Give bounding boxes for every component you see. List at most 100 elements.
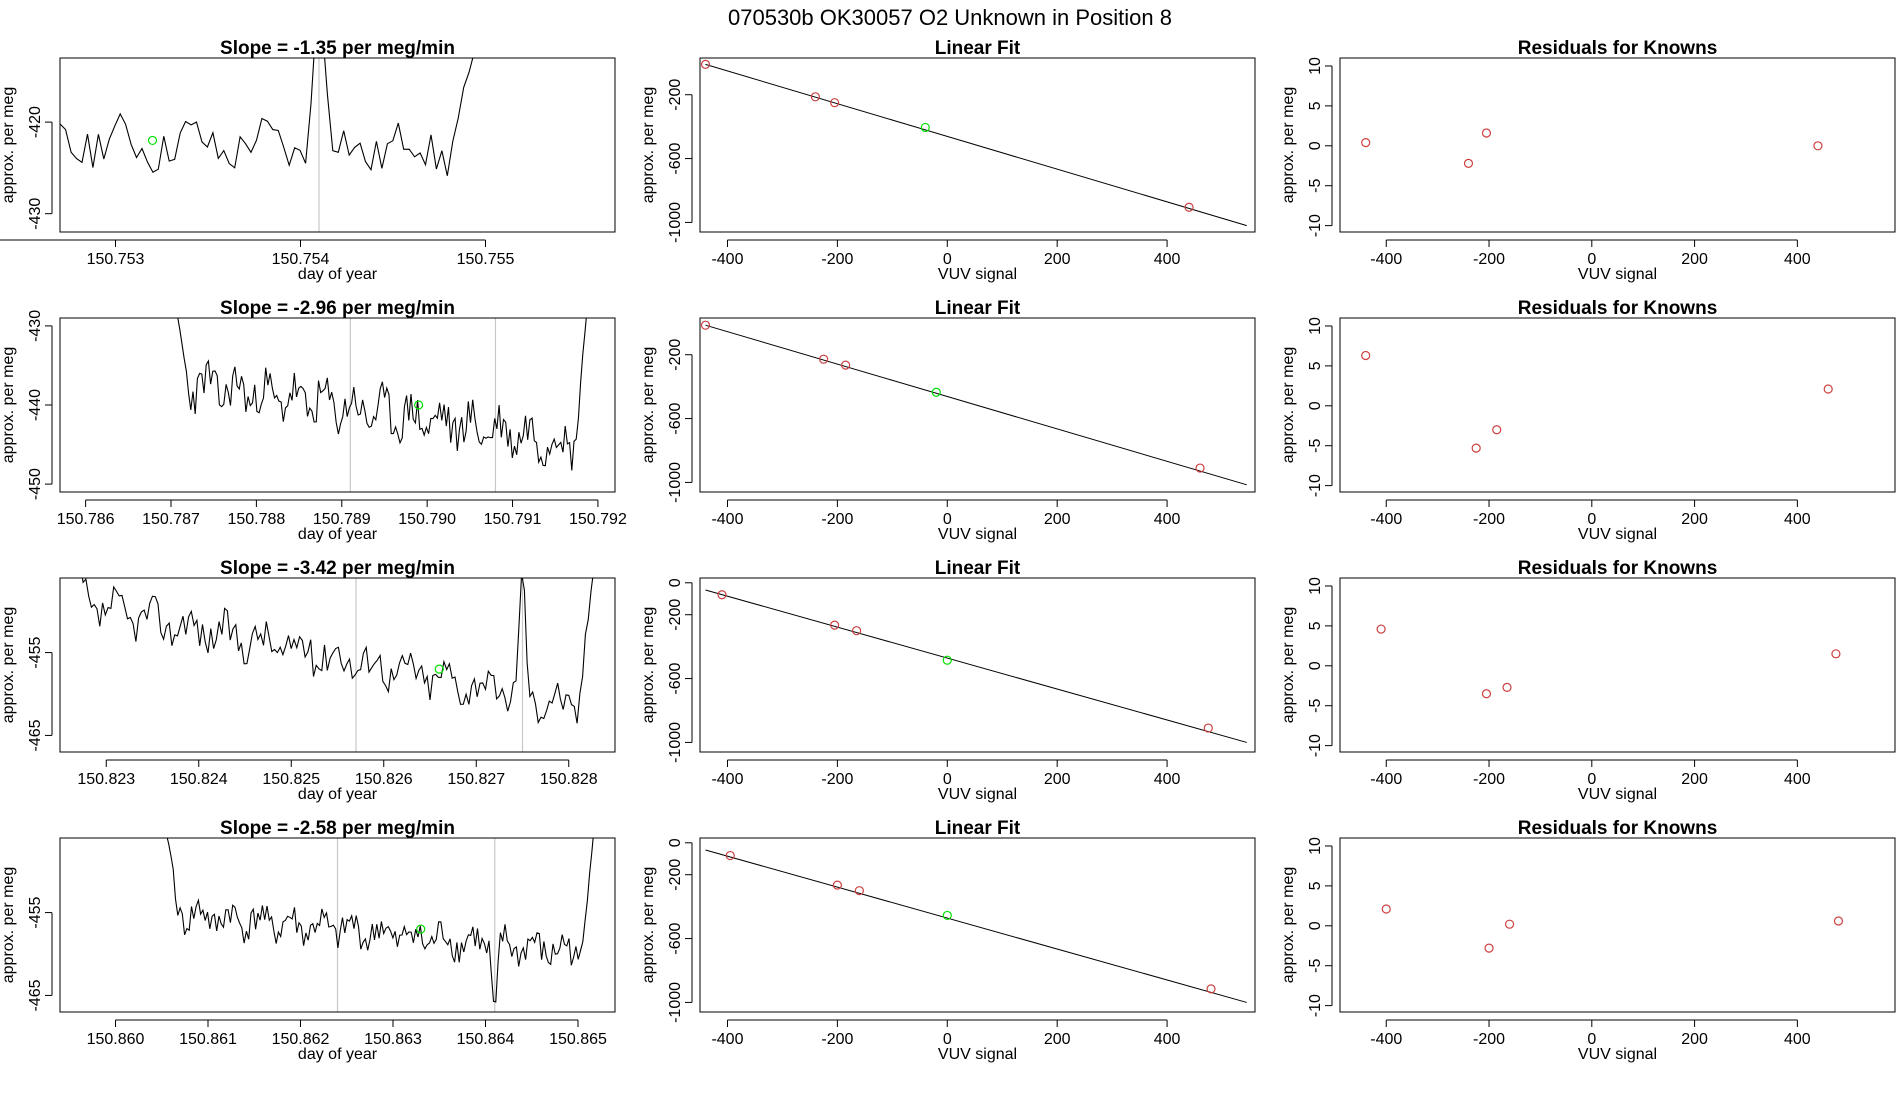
y-axis-label: approx. per meg [0, 867, 17, 984]
plot-frame [59, 837, 616, 1013]
y-tick-label: -465 [27, 979, 44, 1011]
x-tick-label: 150.865 [549, 1031, 607, 1048]
y-tick-label: -600 [667, 922, 684, 954]
fit-line [705, 324, 1247, 486]
known-point [1463, 158, 1474, 168]
y-tick-label: -10 [1307, 994, 1324, 1017]
series-line [166, 838, 594, 1003]
x-tick-label: -200 [821, 251, 853, 268]
known-point [1361, 350, 1371, 361]
panel-title: Slope = -3.42 per meg/min [220, 558, 455, 579]
x-tick-label: 400 [1154, 1031, 1181, 1048]
known-point [1376, 624, 1386, 634]
y-tick-label: 0 [1307, 921, 1324, 930]
chart-panel-1: Slope = -1.35 per meg/min150.750150.7511… [0, 38, 616, 283]
fit-line [705, 63, 1247, 227]
y-axis-label: approx. per meg [640, 87, 657, 204]
chart-panel-6: Linear Fit -400 -200 0 200 400 VUV signal -1000… [640, 298, 1256, 543]
known-point [1481, 128, 1492, 138]
y-tick-label: 10 [1307, 837, 1324, 855]
x-tick-label: 150.790 [398, 511, 456, 528]
x-tick-label: -200 [821, 511, 853, 528]
x-tick-label: 150.827 [447, 771, 505, 788]
panel-title: Slope = -2.96 per meg/min [220, 298, 455, 319]
series-line [81, 578, 594, 725]
x-tick-label: 150.786 [57, 511, 115, 528]
y-tick-label: 5 [1307, 101, 1324, 110]
panel-title: Residuals for Knowns [1518, 818, 1718, 839]
x-axis-label: VUV signal [938, 526, 1017, 543]
x-tick-label: 0 [943, 511, 952, 528]
unknown-point [942, 655, 952, 665]
unknown-point [434, 664, 444, 674]
y-tick-label: -10 [1307, 474, 1324, 497]
plot-area [700, 320, 1247, 486]
known-point [1381, 904, 1391, 914]
plot-frame [59, 577, 616, 753]
x-tick-label: 200 [1044, 1031, 1071, 1048]
y-tick-label: -200 [667, 339, 684, 371]
known-point [832, 880, 842, 890]
x-axis-label: day of year [298, 1046, 378, 1063]
chart-panel-3: Slope = -3.42 per meg/min 150.823 150.824 1… [0, 558, 616, 803]
plot-area [166, 838, 594, 1012]
unknown-point [931, 387, 941, 397]
chart-panel-10: Residuals for Knowns -400 -200 0 200 400 VUV s… [1280, 298, 1896, 543]
x-tick-label: 0 [943, 251, 952, 268]
y-tick-label: -455 [27, 896, 44, 928]
y-tick-label: -465 [27, 719, 44, 751]
known-point [1502, 682, 1512, 692]
x-axis-label: day of year [298, 786, 378, 803]
x-tick-label: -400 [711, 511, 743, 528]
y-tick-label: 0 [1307, 141, 1324, 150]
chart-panel-8: Linear Fit -400 -200 0 200 400 VUV signal -1000… [640, 818, 1256, 1063]
y-tick-label: -600 [667, 662, 684, 694]
known-point [1203, 723, 1213, 733]
y-axis-label: approx. per meg [640, 347, 657, 464]
x-tick-label: 0 [1587, 771, 1596, 788]
known-point [1195, 463, 1205, 473]
chart-panel-2: Slope = -2.96 per meg/min 150.786 150.787 1… [0, 298, 627, 543]
plot-frame [699, 57, 1256, 233]
y-tick-label: -600 [667, 142, 684, 174]
x-tick-label: 200 [1681, 511, 1708, 528]
y-axis-label: approx. per meg [1280, 607, 1297, 724]
y-tick-label: -5 [1307, 958, 1324, 972]
plot-frame [1339, 577, 1896, 753]
x-tick-label: 150.861 [179, 1031, 237, 1048]
y-tick-label: 0 [1307, 401, 1324, 410]
known-point [1823, 384, 1833, 394]
plot-area [1361, 350, 1833, 453]
x-tick-label: -200 [1473, 251, 1505, 268]
y-axis-label: approx. per meg [1280, 347, 1297, 464]
x-axis-label: VUV signal [938, 1046, 1017, 1063]
known-point [819, 354, 829, 364]
known-point [700, 320, 711, 330]
y-tick-label: -430 [27, 310, 44, 342]
x-axis-label: VUV signal [938, 266, 1017, 283]
y-tick-label: 0 [1307, 661, 1324, 670]
x-tick-label: -200 [821, 771, 853, 788]
y-tick-label: 0 [667, 838, 684, 847]
plot-area [1361, 128, 1823, 168]
panel-title: Residuals for Knowns [1518, 558, 1718, 579]
y-tick-label: -200 [667, 859, 684, 891]
x-tick-label: 200 [1681, 251, 1708, 268]
plot-area [705, 849, 1247, 1003]
y-tick-label: -455 [27, 636, 44, 668]
x-axis-label: VUV signal [1578, 1046, 1657, 1063]
known-point [854, 886, 864, 896]
x-tick-label: 400 [1784, 511, 1811, 528]
panel-title: Slope = -1.35 per meg/min [220, 38, 455, 59]
y-tick-label: 5 [1307, 881, 1324, 890]
y-tick-label: -1000 [667, 202, 684, 243]
known-point [841, 360, 851, 370]
x-tick-label: 150.789 [313, 511, 371, 528]
unknown-point [147, 135, 158, 146]
y-tick-label: -450 [27, 468, 44, 500]
x-tick-label: 0 [1587, 251, 1596, 268]
y-tick-label: -1000 [667, 462, 684, 503]
known-point [830, 98, 840, 108]
panels-grid: Slope = -1.35 per meg/min150.750150.7511… [0, 38, 1896, 1063]
